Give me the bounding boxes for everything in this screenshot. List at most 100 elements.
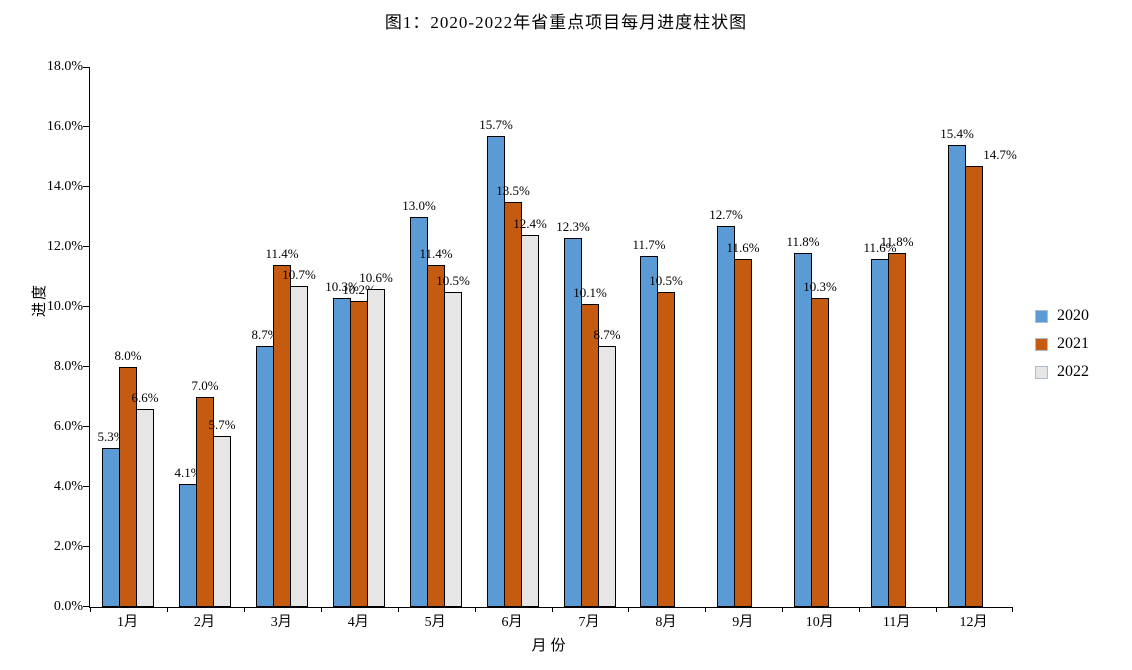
bar-2020-3月 [256,346,274,607]
legend-label-2020: 2020 [1057,307,1089,324]
legend-swatch-2022 [1035,365,1048,379]
bar-2020-10月 [794,253,812,607]
bar-2022-7月 [598,346,616,607]
bar-2020-11月 [871,259,889,607]
bar-data-label: 13.0% [402,198,436,213]
bar-data-label: 8.7% [251,327,279,342]
bar-2020-2月 [179,484,197,607]
bar-data-label: 10.5% [436,273,470,288]
x-axis-tick [167,607,168,612]
bar-2021-10月 [811,298,829,607]
x-axis-category-label: 7月 [578,615,600,630]
bar-data-label: 12.3% [556,219,590,234]
y-axis-tick-label: 8.0% [53,359,83,374]
bar-data-label: 6.6% [131,390,159,405]
bar-2022-6月 [521,235,539,607]
bar-2022-3月 [290,286,308,607]
chart-title: 图1：2020-2022年省重点项目每月进度柱状图 [384,13,748,32]
x-axis-category-label: 6月 [501,615,523,630]
bar-2020-4月 [333,298,351,607]
legend: 2020 2021 2022 [1035,308,1089,392]
x-axis-tick [1012,607,1013,612]
bar-data-label: 8.7% [593,327,621,342]
legend-item-2022: 2022 [1035,364,1089,380]
bar-data-label: 10.5% [649,273,683,288]
x-axis-tick [244,607,245,612]
bar-data-label: 11.6% [863,240,897,255]
y-axis-tick-label: 14.0% [46,179,83,194]
y-axis-tick [83,67,89,68]
y-axis-tick [83,126,89,127]
bar-2022-1月 [136,409,154,607]
x-axis-tick [628,607,629,612]
y-axis-tick-label: 18.0% [46,59,83,74]
x-axis-category-label: 8月 [655,615,677,630]
bar-data-label: 5.7% [208,417,236,432]
bar-2020-9月 [717,226,735,607]
y-axis-tick-label: 16.0% [46,119,83,134]
x-axis-tick [782,607,783,612]
x-axis-tick [90,607,91,612]
bar-2021-12月 [965,166,983,607]
x-axis-tick [936,607,937,612]
legend-label-2022: 2022 [1057,363,1089,380]
x-axis-category-label: 3月 [270,615,292,630]
bar-2020-12月 [948,145,966,607]
legend-item-2021: 2021 [1035,336,1089,352]
bar-data-label: 8.0% [114,348,142,363]
x-axis-category-label: 12月 [959,615,988,630]
bar-2021-6月 [504,202,522,607]
y-axis-tick-label: 0.0% [53,599,83,614]
bar-2021-5月 [427,265,445,607]
y-axis-tick [83,486,89,487]
x-axis-category-label: 5月 [424,615,446,630]
bar-2022-5月 [444,292,462,607]
bar-data-label: 10.3% [803,279,837,294]
x-axis-category-label: 9月 [732,615,754,630]
x-axis-tick [475,607,476,612]
y-axis-tick-label: 2.0% [53,539,83,554]
x-axis-category-label: 1月 [116,615,138,630]
bar-2021-8月 [657,292,675,607]
bar-data-label: 10.1% [573,285,607,300]
bar-2021-7月 [581,304,599,607]
x-axis-tick [398,607,399,612]
x-axis-title: 月份 [531,638,570,654]
y-axis-tick [83,366,89,367]
bar-data-label: 11.6% [726,240,760,255]
bar-data-label: 11.8% [880,234,914,249]
bar-data-label: 4.1% [174,465,202,480]
bar-2021-4月 [350,301,368,607]
y-axis-tick [83,246,89,247]
bar-data-label: 7.0% [191,378,219,393]
bar-data-label: 11.8% [786,234,820,249]
x-axis-tick [321,607,322,612]
x-axis-category-label: 11月 [882,615,911,630]
y-axis-tick-label: 12.0% [46,239,83,254]
x-axis-tick [705,607,706,612]
x-axis-category-label: 2月 [193,615,215,630]
bar-2021-3月 [273,265,291,607]
y-axis-tick-label: 6.0% [53,419,83,434]
bar-data-label: 10.7% [282,267,316,282]
x-axis-tick [552,607,553,612]
bar-data-label: 12.4% [513,216,547,231]
bar-2021-11月 [888,253,906,607]
legend-swatch-2020 [1035,309,1048,323]
bar-2020-1月 [102,448,120,607]
legend-swatch-2021 [1035,337,1048,351]
plot-area: 5.3% 4.1% 8.7% 10.3% 13.0% 15.7% 12.3% 11.7% 12.… [83,67,1017,612]
legend-item-2020: 2020 [1035,308,1089,324]
x-axis-tick [859,607,860,612]
bar-data-label: 11.7% [632,237,666,252]
y-axis-tick-label: 4.0% [53,479,83,494]
y-axis-tick [83,606,89,607]
bar-data-label: 11.4% [265,246,299,261]
bar-data-label: 10.6% [359,270,393,285]
bar-data-label: 12.7% [709,207,743,222]
bar-data-label: 14.7% [983,147,1017,162]
bar-2021-9月 [734,259,752,607]
bar-2022-2月 [213,436,231,607]
bar-data-label: 15.4% [940,126,974,141]
legend-label-2021: 2021 [1057,335,1089,352]
